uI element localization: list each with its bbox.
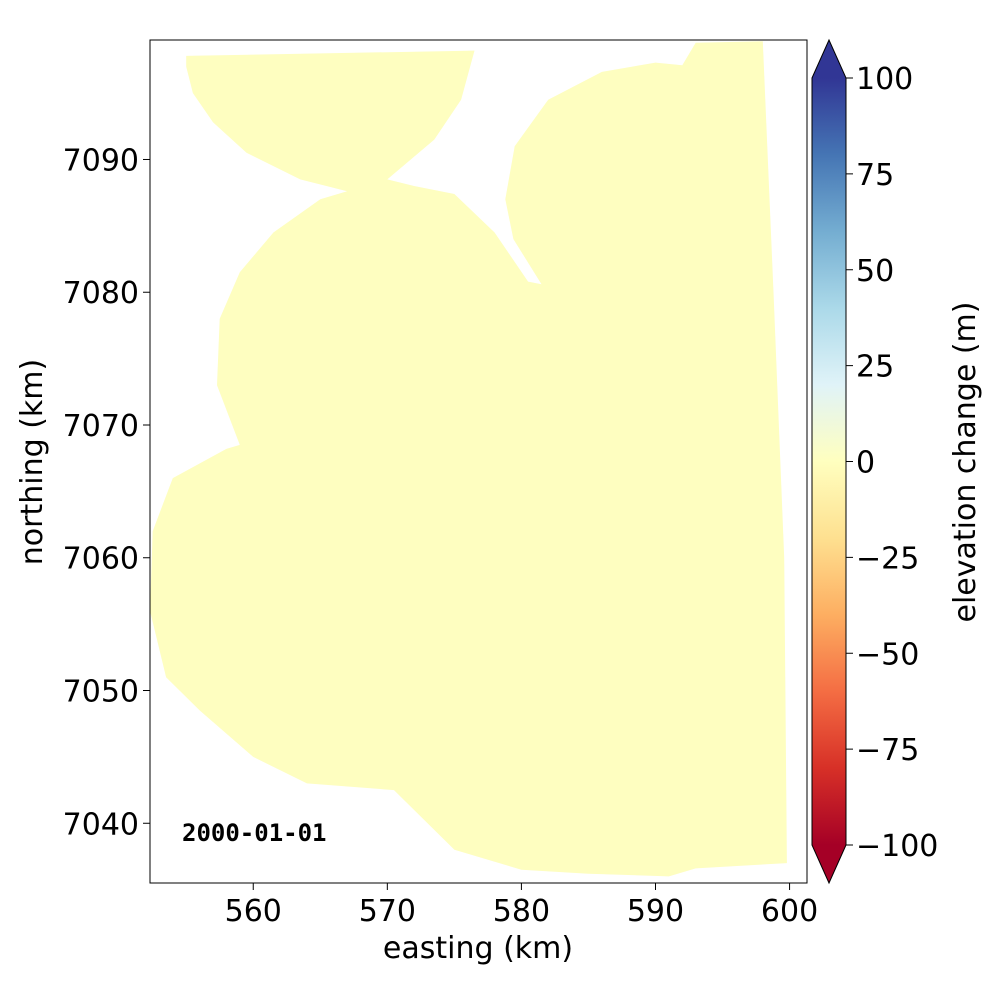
colorbar-tick-label: 0 <box>856 446 875 481</box>
colorbar-tick-label: −75 <box>856 733 919 768</box>
date-label: 2000-01-01 <box>182 819 327 847</box>
y-tick-label: 7040 <box>63 807 139 842</box>
colorbar-tick-label: 75 <box>856 158 894 193</box>
colorbar-label: elevation change (m) <box>948 302 983 623</box>
colorbar-ticks: −100 −75 −50 −25 0 25 50 75 100 <box>846 62 938 864</box>
x-tick-label: 600 <box>761 894 818 929</box>
colorbar-tick-label: −100 <box>856 829 938 864</box>
colorbar: −100 −75 −50 −25 0 25 50 75 100 elevation change… <box>811 38 983 885</box>
elevation-change-field <box>150 41 787 877</box>
x-axis-label: easting (km) <box>383 931 573 966</box>
x-tick-label: 560 <box>225 894 282 929</box>
colorbar-tick-label: 50 <box>856 254 894 289</box>
y-tick-label: 7070 <box>63 409 139 444</box>
colorbar-gradient <box>812 78 846 845</box>
plot-area: 560 570 580 590 600 7040 7050 7060 7070 7080 7090… <box>15 39 818 966</box>
y-axis-label: northing (km) <box>15 359 50 565</box>
y-tick-label: 7060 <box>63 542 139 577</box>
y-axis-ticks: 7040 7050 7060 7070 7080 7090 <box>63 143 150 842</box>
x-tick-label: 590 <box>627 894 684 929</box>
y-tick-label: 7080 <box>63 276 139 311</box>
colorbar-tick-label: 25 <box>856 350 894 385</box>
colorbar-extend-min <box>812 845 846 883</box>
colorbar-extend-max <box>812 40 846 78</box>
colorbar-tick-label: −25 <box>856 541 919 576</box>
colorbar-tick-label: −50 <box>856 637 919 672</box>
y-tick-label: 7090 <box>63 143 139 178</box>
x-tick-label: 570 <box>359 894 416 929</box>
y-tick-label: 7050 <box>63 675 139 710</box>
x-axis-ticks: 560 570 580 590 600 <box>225 883 818 929</box>
plot-frame <box>149 39 808 884</box>
x-tick-label: 580 <box>493 894 550 929</box>
colorbar-tick-label: 100 <box>856 62 913 97</box>
